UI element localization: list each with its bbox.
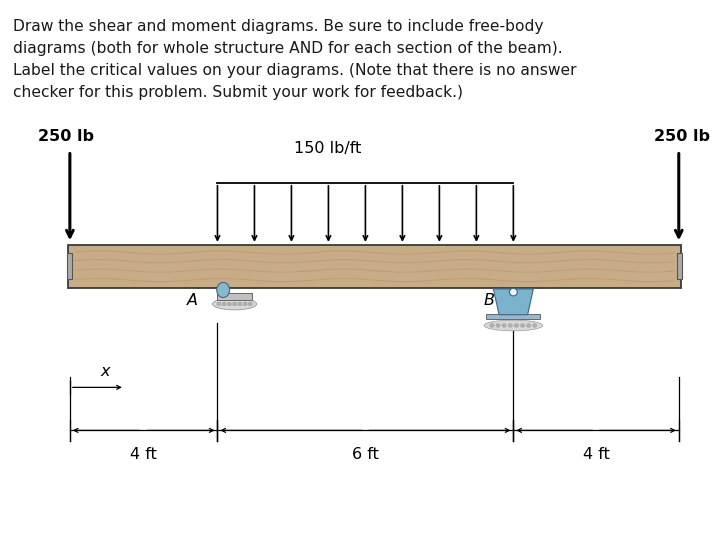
Ellipse shape [502,323,506,327]
Ellipse shape [508,323,513,327]
Ellipse shape [232,302,237,306]
Text: 6 ft: 6 ft [352,447,379,462]
Text: 150 lb/ft: 150 lb/ft [294,141,361,156]
Text: 250 lb: 250 lb [655,129,710,144]
Ellipse shape [490,323,494,327]
Text: 250 lb: 250 lb [39,129,94,144]
Bar [486,314,540,319]
Ellipse shape [217,302,221,306]
Bar [68,245,681,288]
Ellipse shape [243,302,247,306]
Text: 4 ft: 4 ft [583,447,610,462]
Ellipse shape [514,323,518,327]
Bar [67,253,72,279]
Ellipse shape [217,282,230,298]
Text: B: B [483,293,494,308]
Ellipse shape [227,302,232,306]
Text: 4 ft: 4 ft [130,447,157,462]
Text: x: x [100,364,110,379]
Text: Draw the shear and moment diagrams. Be sure to include free-body
diagrams (both : Draw the shear and moment diagrams. Be s… [13,19,576,101]
Ellipse shape [222,302,226,306]
Ellipse shape [509,288,518,296]
Ellipse shape [237,302,242,306]
Bar [677,253,682,279]
Ellipse shape [533,323,537,327]
Polygon shape [493,289,533,315]
Ellipse shape [496,323,501,327]
Ellipse shape [484,320,543,331]
Ellipse shape [248,302,252,306]
Text: A: A [188,293,198,308]
Ellipse shape [212,298,257,310]
Bar [217,293,252,300]
Ellipse shape [526,323,530,327]
Ellipse shape [520,323,525,327]
